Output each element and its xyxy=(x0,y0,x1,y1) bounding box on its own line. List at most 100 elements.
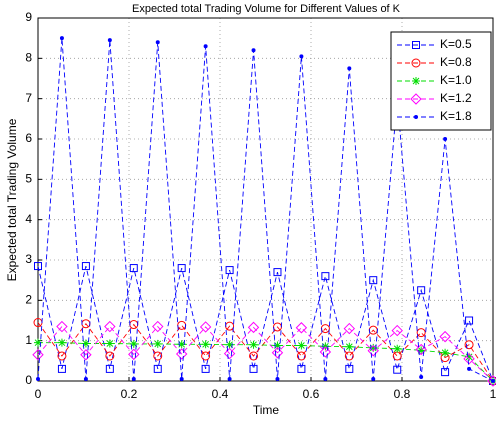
legend-marker xyxy=(412,77,420,85)
data-point xyxy=(367,345,379,357)
data-point xyxy=(56,320,68,333)
data-point xyxy=(467,366,472,371)
data-point xyxy=(491,379,495,383)
data-point xyxy=(177,264,186,273)
y-tick-label: 1 xyxy=(25,333,32,347)
data-point xyxy=(34,338,42,347)
data-point xyxy=(419,374,424,379)
data-point xyxy=(59,36,64,41)
series-line xyxy=(37,38,494,382)
data-point xyxy=(223,347,236,360)
data-point xyxy=(177,340,186,349)
data-point xyxy=(441,368,450,377)
data-point xyxy=(344,351,354,361)
data-point xyxy=(81,262,90,271)
data-point xyxy=(57,351,67,361)
data-point xyxy=(201,340,210,349)
data-point xyxy=(57,338,66,347)
x-tick-label: 0.4 xyxy=(212,387,229,401)
y-tick-label: 0 xyxy=(25,373,32,387)
legend-label: K=0.8 xyxy=(440,55,472,69)
y-tick-label: 6 xyxy=(25,131,32,145)
data-point xyxy=(275,376,280,381)
data-point xyxy=(107,38,112,43)
data-point xyxy=(371,376,376,381)
data-point xyxy=(153,351,163,361)
data-point xyxy=(393,365,402,374)
y-tick-label: 2 xyxy=(25,293,32,307)
data-point xyxy=(129,339,138,348)
data-point xyxy=(105,364,114,373)
y-axis-label: Expected total Trading Volume xyxy=(5,118,19,281)
series-line xyxy=(37,265,494,382)
y-tick-label: 4 xyxy=(25,212,32,226)
data-point xyxy=(343,322,356,335)
data-point xyxy=(345,364,354,373)
y-tick-label: 5 xyxy=(25,172,32,186)
data-point xyxy=(247,321,260,334)
data-point xyxy=(34,262,42,271)
data-point xyxy=(416,328,426,338)
data-point xyxy=(105,339,114,348)
data-point xyxy=(297,364,306,373)
y-tick-label: 7 xyxy=(25,91,32,105)
data-point xyxy=(369,276,378,285)
x-axis-label: Time xyxy=(253,403,280,417)
x-tick-label: 0.2 xyxy=(121,387,138,401)
data-point xyxy=(323,376,328,381)
data-point xyxy=(273,268,282,277)
x-tick-label: 0.8 xyxy=(394,387,411,401)
data-point xyxy=(465,352,474,361)
data-point xyxy=(81,339,90,348)
legend-label: K=1.2 xyxy=(440,91,472,105)
data-point xyxy=(393,344,402,353)
data-point xyxy=(347,66,352,71)
legend-marker xyxy=(411,58,421,68)
legend-marker xyxy=(410,93,422,105)
data-point xyxy=(131,376,136,381)
data-point xyxy=(345,342,354,351)
data-point xyxy=(128,348,140,361)
data-point xyxy=(153,339,162,348)
data-point xyxy=(155,40,160,45)
data-point xyxy=(319,346,332,358)
data-point xyxy=(417,286,426,295)
data-point xyxy=(175,348,188,360)
data-point xyxy=(297,341,306,350)
data-point xyxy=(249,351,259,361)
data-point xyxy=(443,137,448,141)
series-line xyxy=(37,322,494,382)
chart-title: Expected total Trading Volume for Differ… xyxy=(132,3,401,15)
data-point xyxy=(36,376,40,381)
x-tick-label: 0 xyxy=(35,387,42,401)
y-tick-label: 9 xyxy=(25,10,32,24)
data-point xyxy=(179,376,184,381)
data-point xyxy=(225,340,234,349)
data-point xyxy=(271,347,284,359)
data-point xyxy=(57,364,66,373)
data-point xyxy=(201,351,211,361)
data-point xyxy=(299,54,304,59)
legend-marker xyxy=(414,115,418,119)
data-point xyxy=(249,364,258,373)
data-point xyxy=(296,351,306,361)
data-point xyxy=(199,321,212,333)
data-point xyxy=(417,346,426,355)
axes-box xyxy=(37,17,494,382)
data-point xyxy=(391,324,403,337)
data-point xyxy=(203,44,208,49)
data-point xyxy=(251,48,256,53)
legend-marker xyxy=(412,41,420,49)
data-point xyxy=(80,349,92,361)
data-point xyxy=(465,316,474,325)
data-point xyxy=(104,320,116,333)
y-tick-label: 3 xyxy=(25,252,32,266)
x-tick-label: 1 xyxy=(490,387,496,401)
legend-label: K=1.8 xyxy=(440,109,472,123)
data-point xyxy=(463,353,475,365)
data-point xyxy=(464,340,474,350)
data-point xyxy=(249,340,258,349)
data-point xyxy=(441,348,450,357)
data-point xyxy=(227,376,232,381)
